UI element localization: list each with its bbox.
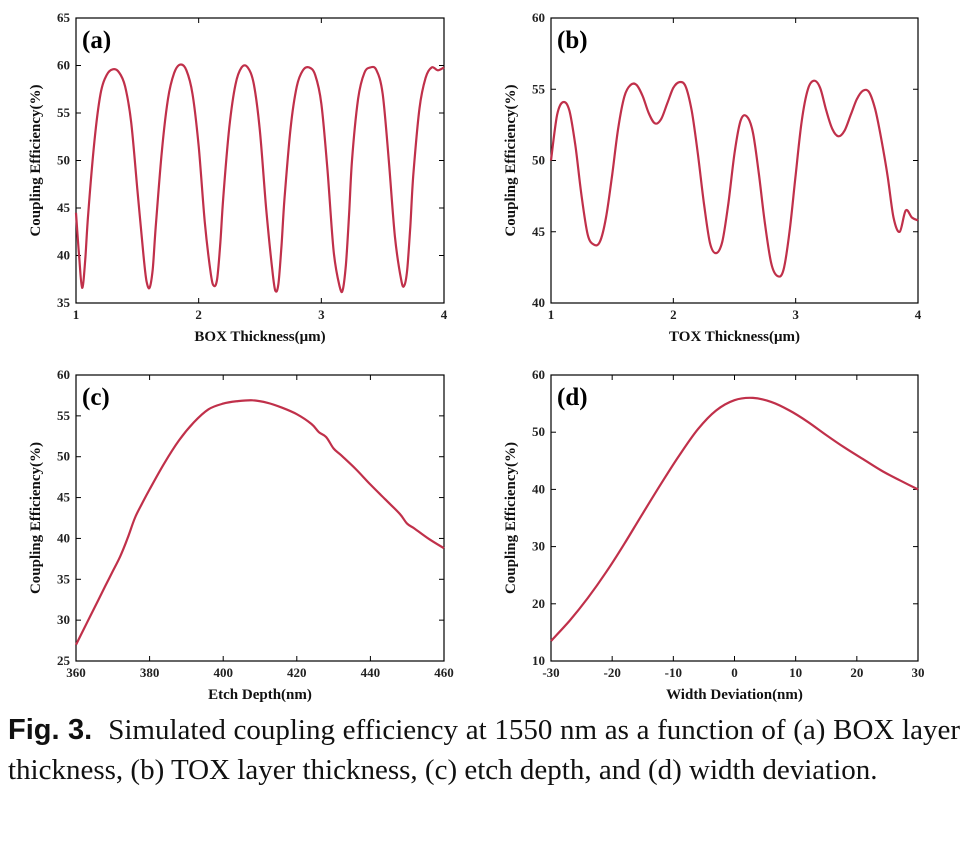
x-tick-label: 440 xyxy=(361,665,381,680)
x-tick-label: 3 xyxy=(318,307,325,322)
y-tick-label: 50 xyxy=(532,424,545,439)
y-tick-label: 25 xyxy=(57,653,71,668)
y-tick-label: 30 xyxy=(532,539,545,554)
y-tick-label: 60 xyxy=(532,10,545,25)
x-tick-label: -10 xyxy=(665,665,682,680)
y-tick-label: 55 xyxy=(532,81,546,96)
y-axis-label: Coupling Efficiency(%) xyxy=(503,442,519,594)
y-tick-label: 30 xyxy=(57,612,70,627)
x-axis-label: Width Deviation(nm) xyxy=(666,687,803,703)
panel-d: -30 -20 -10 0 10 20 30 10 20 30 40 50 60 Width Deviat… xyxy=(503,367,925,703)
y-tick-label: 40 xyxy=(532,295,545,310)
x-tick-label: 420 xyxy=(287,665,307,680)
x-tick-label: 3 xyxy=(792,307,799,322)
y-tick-label: 35 xyxy=(57,295,71,310)
y-tick-label: 60 xyxy=(57,367,70,382)
y-tick-label: 60 xyxy=(57,58,70,73)
panel-a: 1 2 3 4 35 40 45 50 55 60 65 BOX Thickness(μm) Coupl… xyxy=(28,10,448,345)
caption-text: Simulated coupling efficiency at 1550 nm… xyxy=(8,714,960,786)
y-tick-label: 60 xyxy=(532,367,545,382)
x-tick-label: 30 xyxy=(912,665,925,680)
x-tick-label: 20 xyxy=(850,665,863,680)
panel-b: 1 2 3 4 40 45 50 55 60 TOX Thickness(μm) Coupling … xyxy=(503,10,922,345)
x-tick-label: 0 xyxy=(731,665,738,680)
x-tick-label: 360 xyxy=(66,665,86,680)
coupling-efficiency-line-d xyxy=(550,396,919,642)
panel-letter-c: (c) xyxy=(82,384,110,411)
y-tick-label: 45 xyxy=(532,224,546,239)
x-tick-label: 4 xyxy=(441,307,448,322)
y-tick-label: 40 xyxy=(57,248,70,263)
y-tick-label: 50 xyxy=(532,153,545,168)
y-tick-label: 50 xyxy=(57,449,70,464)
x-tick-label: 460 xyxy=(434,665,454,680)
x-tick-label: 10 xyxy=(789,665,802,680)
x-tick-label: 400 xyxy=(213,665,233,680)
panel-letter-b: (b) xyxy=(557,27,588,54)
x-tick-label: -30 xyxy=(542,665,559,680)
y-tick-label: 40 xyxy=(532,481,545,496)
x-tick-label: 2 xyxy=(195,307,202,322)
y-tick-label: 35 xyxy=(57,571,71,586)
coupling-efficiency-line-a xyxy=(74,63,445,294)
x-tick-label: 2 xyxy=(670,307,677,322)
y-tick-label: 55 xyxy=(57,105,71,120)
y-tick-label: 55 xyxy=(57,408,71,423)
panel-letter-d: (d) xyxy=(557,384,588,411)
x-axis-label: TOX Thickness(μm) xyxy=(669,329,800,345)
figure-label: Fig. 3. xyxy=(8,714,93,746)
x-tick-label: -20 xyxy=(603,665,620,680)
figure-caption: Fig. 3. Simulated coupling efficiency at … xyxy=(8,710,960,790)
y-tick-label: 65 xyxy=(57,10,71,25)
y-tick-label: 10 xyxy=(532,653,545,668)
x-axis-label: Etch Depth(nm) xyxy=(208,687,312,703)
coupling-efficiency-line-c xyxy=(75,399,445,646)
plot-frame xyxy=(550,374,919,662)
y-tick-label: 45 xyxy=(57,490,71,505)
x-tick-label: 380 xyxy=(140,665,160,680)
x-axis-label: BOX Thickness(μm) xyxy=(194,329,325,345)
panel-c: 360 380 400 420 440 460 25 30 35 40 45 50 55 60 Etch D… xyxy=(28,367,454,703)
y-axis-label: Coupling Efficiency(%) xyxy=(28,84,44,236)
y-tick-label: 40 xyxy=(57,530,70,545)
y-axis-label: Coupling Efficiency(%) xyxy=(503,84,519,236)
x-tick-label: 1 xyxy=(73,307,80,322)
coupling-efficiency-line-b xyxy=(549,79,919,278)
panel-letter-a: (a) xyxy=(82,27,111,54)
y-tick-label: 50 xyxy=(57,153,70,168)
plot-frame xyxy=(75,374,445,662)
x-tick-label: 4 xyxy=(915,307,922,322)
y-tick-label: 45 xyxy=(57,200,71,215)
y-axis-label: Coupling Efficiency(%) xyxy=(28,442,44,594)
y-tick-label: 20 xyxy=(532,596,545,611)
x-tick-label: 1 xyxy=(548,307,555,322)
